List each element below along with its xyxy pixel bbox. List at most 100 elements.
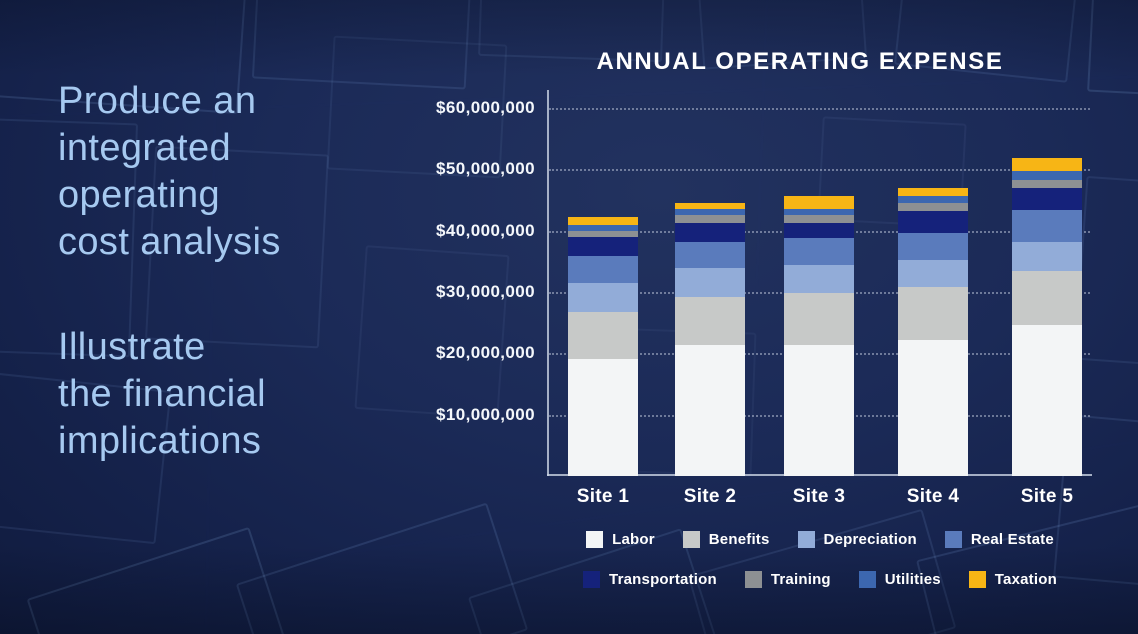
legend-label: Utilities [884,571,941,588]
y-axis-tick-label: $40,000,000 [436,220,535,240]
left-text-block-1: Produce an integrated operating cost ana… [58,78,388,266]
legend-swatch [797,531,815,548]
left-text-line: the financial [58,373,267,415]
legend-swatch [682,531,700,548]
bar-segment-training [1012,180,1082,189]
stacked-bar-site-3 [784,196,854,476]
bar-segment-benefits [568,311,638,360]
bar-segment-transportation [784,223,854,239]
bar-segment-benefits [898,287,968,341]
legend-item-benefits: Benefits [682,531,770,548]
stacked-bar-site-1 [568,216,638,476]
blueprint-shape [26,526,288,634]
bar-segment-real-estate [675,242,745,269]
legend-swatch [944,531,962,548]
bar-segment-taxation [784,196,854,209]
bar-segment-taxation [1012,158,1082,172]
bar-segment-transportation [898,211,968,233]
x-axis-tick-label: Site 1 [576,486,630,507]
y-axis-tick-label: $30,000,000 [436,282,535,301]
bar-segment-benefits [1012,271,1082,326]
legend-label: Transportation [609,571,717,588]
legend-label: Benefits [708,531,770,548]
stacked-bar-site-5 [1012,158,1082,476]
legend-swatch [744,571,762,588]
bar-segment-real-estate [1012,210,1082,243]
bar-segment-labor [675,345,745,476]
bar-segment-taxation [675,203,745,210]
x-axis-tick-label: Site 3 [792,486,846,507]
legend-swatch [583,571,601,588]
bar-segment-benefits [675,296,745,346]
bar-segment-utilities [784,208,854,216]
legend-label: Real Estate [970,531,1054,548]
legend-label: Labor [612,531,655,548]
legend-swatch [858,571,876,588]
bar-segment-labor [898,340,968,476]
bar-segment-real-estate [568,256,638,283]
y-axis-tick-label: $10,000,000 [436,404,535,424]
bar-segment-depreciation [675,268,745,297]
blueprint-shape [916,503,1138,634]
bar-segment-transportation [568,237,638,257]
bar-segment-depreciation [784,265,854,294]
bar-segment-utilities [675,209,745,216]
bar-segment-labor [784,345,854,476]
legend-swatch [586,531,604,548]
bar-segment-taxation [898,188,968,197]
bar-segment-training [898,203,968,212]
y-axis-tick-label: $60,000,000 [436,98,535,117]
left-text-panel: Produce an integrated operating cost ana… [58,78,388,465]
gridline [549,169,1090,172]
legend-item-training: Training [744,571,831,588]
y-axis-tick-label: $50,000,000 [436,159,535,179]
bar-segment-depreciation [568,282,638,312]
left-text-line: operating [58,174,221,216]
left-text-line: Produce an [58,80,257,122]
bar-segment-training [784,215,854,224]
legend-item-depreciation: Depreciation [797,531,917,548]
legend-swatch [968,571,986,588]
bar-segment-training [568,231,638,238]
x-axis-tick-label: Site 4 [906,486,960,507]
legend-item-labor: Labor [586,531,655,548]
chart-legend-row-2: Transportation Training Utilities Taxation [540,571,1100,588]
legend-label: Training [770,571,831,588]
legend-label: Taxation [994,571,1057,588]
blueprint-shape [235,502,529,634]
legend-label: Depreciation [823,531,917,548]
left-text-block-2: Illustrate the financial implications [58,324,388,465]
legend-item-real-estate: Real Estate [944,531,1054,548]
chart-plot-area [549,108,1090,476]
x-axis-tick-label: Site 2 [683,486,737,507]
left-text-line: integrated [58,127,232,169]
bar-segment-taxation [568,216,638,226]
left-text-line: cost analysis [58,221,281,263]
left-text-line: implications [58,420,262,462]
chart-legend-row-1: Labor Benefits Depreciation Real Estate [540,531,1100,548]
bar-segment-labor [1012,325,1082,476]
bar-segment-real-estate [898,232,968,261]
bar-segment-utilities [898,196,968,204]
stacked-bar-site-4 [898,188,968,476]
y-axis-tick-label: $20,000,000 [436,343,535,363]
bar-segment-depreciation [1012,242,1082,272]
legend-item-utilities: Utilities [858,571,941,588]
chart-title: ANNUAL OPERATING EXPENSE [596,48,1004,75]
legend-item-transportation: Transportation [583,571,717,588]
gridline [549,108,1090,110]
bar-segment-depreciation [898,260,968,288]
y-axis-line [547,90,549,476]
x-axis-tick-label: Site 5 [1020,486,1074,507]
stacked-bar-site-2 [675,203,745,476]
bar-segment-training [675,215,745,224]
bar-segment-transportation [1012,188,1082,211]
bar-segment-labor [568,359,638,476]
bar-segment-real-estate [784,238,854,266]
bar-segment-transportation [675,223,745,243]
legend-item-taxation: Taxation [968,571,1057,588]
blueprint-shape [251,0,473,90]
bar-segment-utilities [568,225,638,232]
bar-segment-utilities [1012,171,1082,181]
